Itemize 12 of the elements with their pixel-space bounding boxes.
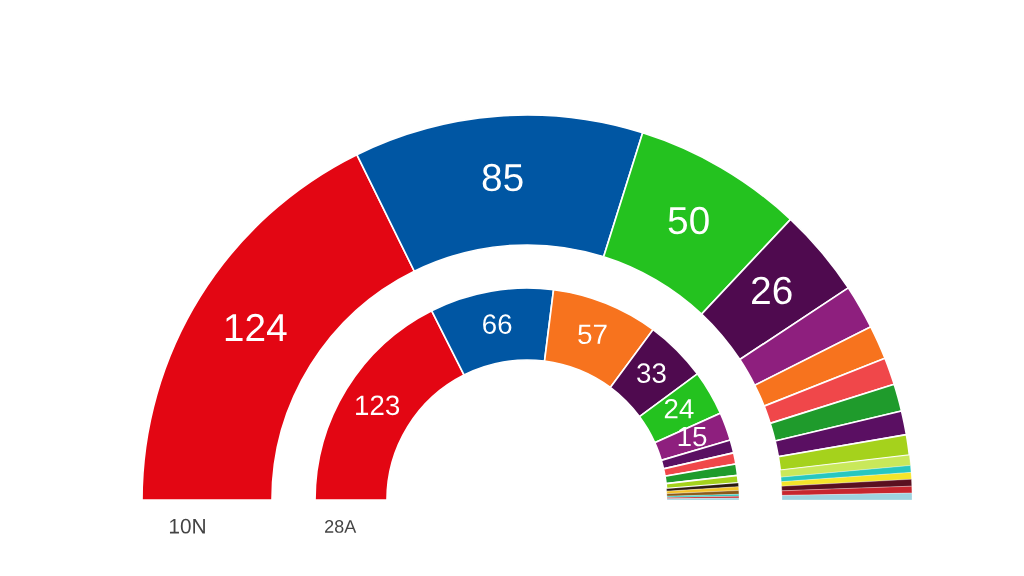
data-label: 24 [664, 398, 694, 419]
data-label: 26 [752, 276, 792, 305]
data-label: 124 [225, 313, 287, 342]
data-label: 66 [483, 314, 512, 335]
data-label: 50 [668, 206, 709, 235]
data-label: 15 [678, 426, 707, 447]
data-label: 85 [482, 163, 523, 192]
data-label: 33 [637, 363, 666, 384]
data-label: 57 [578, 324, 607, 345]
slice-label: 10N [169, 518, 205, 534]
slice-label: 28A [325, 520, 357, 533]
data-label: 123 [356, 395, 400, 416]
